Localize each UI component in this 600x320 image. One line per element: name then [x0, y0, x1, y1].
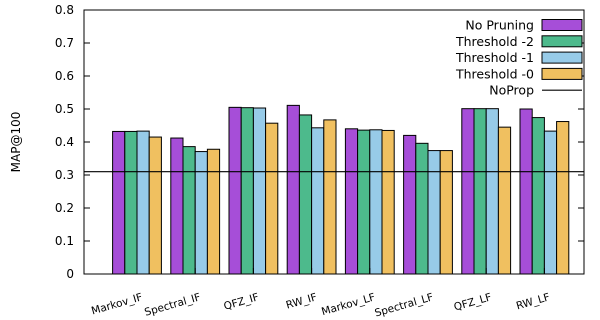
bar	[112, 130, 126, 275]
bar	[240, 107, 254, 275]
bar	[148, 136, 162, 275]
bar	[286, 104, 300, 275]
bar	[344, 128, 359, 275]
bar	[543, 130, 558, 275]
y-ticks: 0 0.1 0.2 0.3 0.4 0.5 0.6 0.7 0.8	[55, 3, 584, 281]
bar	[497, 126, 512, 275]
y-tick-label: 0.6	[55, 69, 74, 83]
bar	[136, 130, 150, 275]
bar	[369, 129, 383, 275]
bar	[194, 151, 208, 275]
y-tick-label: 0.7	[55, 36, 74, 50]
bar	[311, 127, 325, 275]
x-tick-label: Spectral_IF	[143, 291, 202, 318]
bar	[228, 106, 242, 275]
x-tick-label: Spectral_LF	[373, 291, 434, 319]
bar	[265, 122, 279, 275]
bar	[182, 146, 196, 275]
x-tick-label: Markov_IF	[90, 291, 144, 317]
legend-swatch	[541, 35, 583, 48]
bar	[485, 108, 499, 275]
bar	[461, 108, 475, 275]
legend-label: Threshold -0	[455, 66, 534, 81]
bar	[415, 142, 429, 275]
bar	[298, 114, 313, 275]
x-tick-label: RW_IF	[285, 291, 319, 311]
bar	[473, 108, 487, 275]
y-tick-label: 0.8	[55, 3, 74, 17]
bars	[112, 104, 570, 275]
bar	[206, 148, 221, 275]
x-tick-labels: Markov_IF Spectral_IF QFZ_IF RW_IF Markov_LF…	[90, 268, 551, 320]
y-tick-label: 0.3	[55, 168, 74, 182]
legend-swatch	[541, 67, 583, 80]
legend-label: Threshold -2	[455, 34, 534, 49]
legend-label: NoProp	[489, 83, 534, 98]
bar	[170, 137, 184, 275]
legend-label: Threshold -1	[455, 50, 534, 65]
bar	[556, 121, 570, 275]
x-tick-label: QFZ_LF	[453, 291, 493, 313]
bar	[252, 107, 267, 275]
bar	[427, 150, 441, 275]
legend-swatch	[541, 51, 583, 64]
legend-swatch	[541, 19, 583, 31]
y-tick-label: 0.4	[55, 135, 74, 149]
bar	[124, 130, 138, 275]
y-axis-label: MAP@100	[9, 112, 23, 173]
bar	[519, 108, 533, 275]
plot-frame	[83, 9, 585, 275]
legend-label: No Pruning	[465, 18, 534, 33]
bar	[323, 119, 337, 275]
bar	[403, 134, 417, 275]
y-tick-label: 0.2	[55, 201, 74, 215]
bar	[381, 129, 395, 275]
x-tick-label: Markov_LF	[320, 291, 376, 318]
x-tick-label: RW_LF	[515, 291, 551, 312]
bar	[531, 117, 545, 275]
y-tick-label: 0.1	[55, 234, 74, 248]
bar	[357, 129, 371, 275]
bar	[439, 150, 453, 275]
x-tick-label: QFZ_IF	[222, 291, 260, 312]
y-tick-label: 0	[66, 267, 74, 281]
y-tick-label: 0.5	[55, 102, 74, 116]
